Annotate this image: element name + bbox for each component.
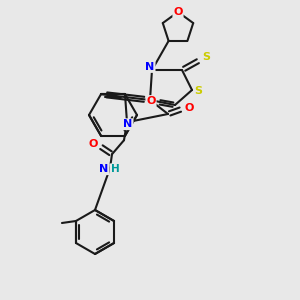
Text: S: S — [202, 52, 210, 62]
Text: N: N — [99, 164, 109, 174]
Text: O: O — [173, 7, 183, 17]
Text: N: N — [123, 119, 133, 129]
Text: O: O — [146, 96, 156, 106]
Text: S: S — [194, 86, 202, 96]
Text: O: O — [184, 103, 194, 113]
Text: O: O — [88, 139, 98, 149]
Text: N: N — [146, 62, 154, 72]
Text: H: H — [111, 164, 119, 174]
